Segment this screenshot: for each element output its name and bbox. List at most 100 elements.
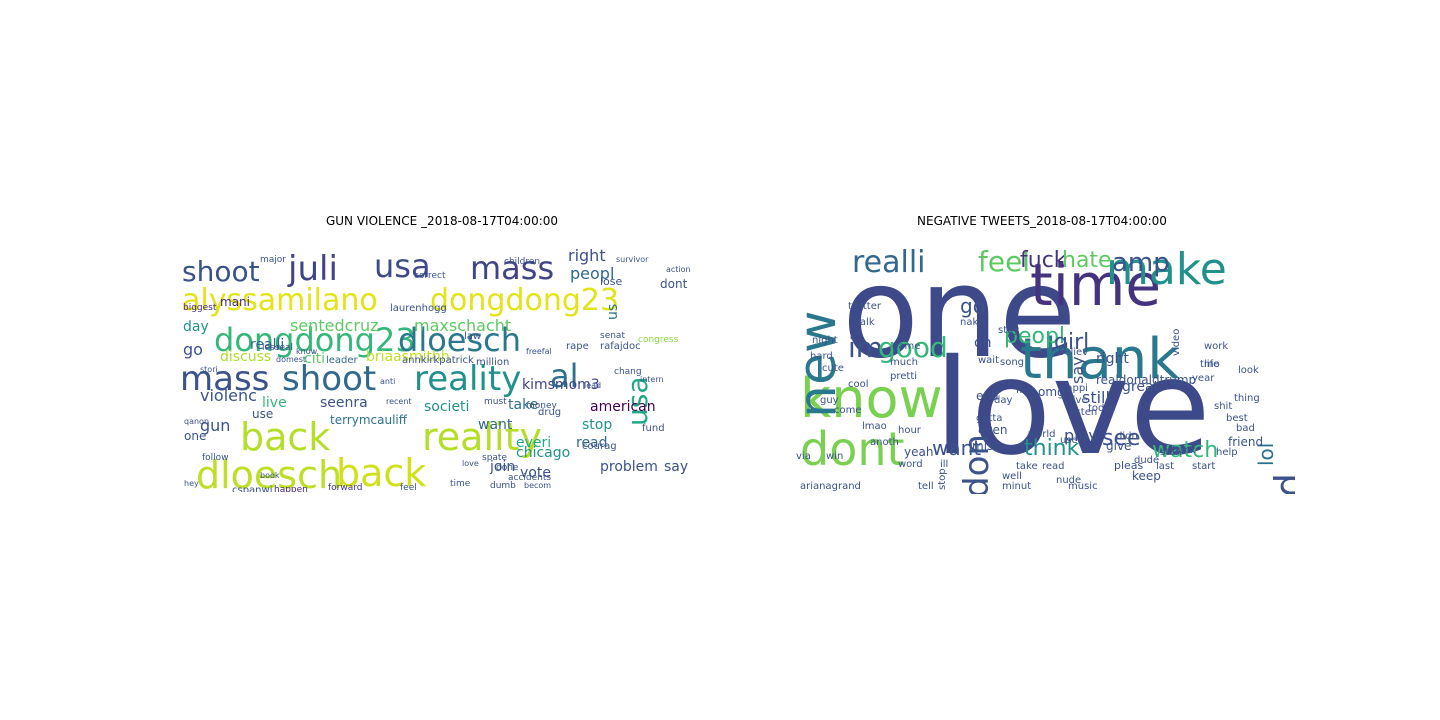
word-cloud-word: right	[568, 246, 606, 265]
word-cloud-word: realdonaldtrump	[1096, 373, 1197, 387]
word-cloud-word: recent	[386, 397, 412, 406]
word-cloud-word: join	[490, 459, 516, 475]
word-cloud-word: want	[932, 436, 982, 460]
word-cloud-word: realli	[250, 337, 285, 353]
word-cloud-word: dloesch	[398, 321, 522, 359]
word-cloud-word: anoth	[870, 437, 899, 448]
word-cloud-word: one	[842, 239, 1077, 386]
word-cloud-word: thing	[1234, 393, 1260, 404]
word-cloud-word: one	[184, 429, 207, 443]
word-cloud-word: didn	[1116, 431, 1138, 442]
word-cloud-word: follow	[202, 453, 229, 463]
word-cloud-word: come	[834, 405, 862, 416]
word-cloud-word: make	[1106, 244, 1227, 295]
word-cloud-word: believ	[1058, 347, 1089, 358]
word-cloud-word: twitter	[848, 301, 881, 312]
word-cloud-word: biggest	[183, 303, 217, 313]
word-cloud-word: best	[1226, 413, 1248, 424]
word-cloud-word: live	[1070, 395, 1088, 406]
word-cloud-word: time	[450, 479, 471, 489]
word-cloud-word: everi	[516, 435, 552, 451]
word-cloud-word: time	[1030, 251, 1162, 319]
word-cloud-word: say	[1068, 356, 1087, 384]
word-cloud-word: pleas	[1114, 459, 1144, 472]
word-cloud-word: watch	[1152, 438, 1219, 463]
word-cloud-word: problem	[600, 459, 658, 475]
word-cloud-word: day	[183, 319, 209, 335]
word-cloud-word: lose	[600, 275, 623, 288]
panel-title: GUN VIOLENCE _2018-08-17T04:00:00	[325, 214, 559, 228]
word-cloud-word: listen	[1070, 407, 1098, 418]
word-cloud-word: go	[960, 294, 985, 318]
word-cloud-word: lmao	[862, 421, 887, 432]
word-cloud-word: word	[898, 459, 923, 470]
word-cloud-word: kimsmom3	[522, 377, 600, 393]
word-cloud-word: dude	[1134, 455, 1160, 466]
word-cloud-word: dont	[660, 277, 688, 291]
word-cloud-word: briaasmithh	[366, 349, 450, 365]
word-cloud-word: chicago	[516, 445, 571, 461]
word-cloud-word: stop	[937, 468, 948, 490]
word-cloud-word: happen	[274, 485, 308, 493]
word-cloud-word: ill	[940, 459, 949, 470]
word-cloud-word: last	[1156, 461, 1175, 472]
word-cloud-word: look	[1238, 365, 1259, 376]
word-cloud-word: shoot	[182, 255, 260, 288]
word-cloud-word: hard	[810, 351, 833, 362]
word-cloud-word: game	[892, 341, 921, 352]
word-cloud-word: intern	[640, 375, 664, 384]
word-cloud-word: hate	[1062, 248, 1112, 273]
word-cloud-word: see	[1102, 426, 1141, 451]
word-cloud-word: right	[1096, 351, 1129, 367]
word-cloud-word: fund	[642, 423, 665, 434]
word-cloud-word: dongdong23	[214, 321, 416, 359]
word-cloud-word: leader	[326, 355, 358, 366]
word-cloud-word: today	[1088, 403, 1117, 414]
word-cloud-word: us	[605, 303, 621, 320]
word-cloud-word: thank	[1020, 327, 1180, 392]
word-cloud-word: law	[464, 331, 482, 342]
word-cloud-word: peopl	[1004, 324, 1066, 349]
word-cloud-word: video	[1171, 328, 1182, 356]
word-cloud-word: al	[550, 357, 579, 395]
word-cloud: alyssamilano dongdong23 dongdong23 dloesch m…	[180, 232, 705, 492]
word-cloud-word: done	[496, 463, 519, 473]
word-cloud-word: nake	[960, 317, 985, 328]
word-cloud-word: know	[296, 347, 318, 356]
word-cloud-word: go	[183, 340, 203, 359]
word-cloud-word: dongdong23	[430, 283, 620, 318]
word-cloud-word: want	[478, 417, 513, 433]
word-cloud-word: cute	[822, 363, 844, 374]
word-cloud-word: domest	[276, 355, 306, 364]
word-cloud-word: tell	[918, 481, 934, 492]
word-cloud: one love time thank know dont new make realli fee…	[790, 230, 1295, 494]
word-cloud-word: song	[1000, 357, 1025, 368]
word-cloud-word: seenra	[320, 395, 368, 411]
word-cloud-word: american	[590, 399, 656, 415]
word-cloud-word: spate	[482, 453, 507, 463]
word-cloud-word: survivor	[616, 255, 649, 264]
word-cloud-word: gotta	[976, 413, 1003, 424]
word-cloud-word: know	[800, 367, 943, 430]
word-cloud-word: cool	[848, 379, 869, 390]
word-cloud-word: miss	[972, 439, 1000, 453]
word-cloud-word: million	[476, 357, 510, 368]
word-cloud-word: read	[576, 435, 608, 451]
word-cloud-word: free	[1016, 385, 1036, 396]
wordcloud-panel-gun-violence: GUN VIOLENCE _2018-08-17T04:00:00 alyssa…	[180, 214, 705, 492]
word-cloud-word: talk	[856, 317, 875, 328]
word-cloud-word: amp	[1112, 248, 1170, 278]
word-cloud-word: live	[262, 395, 287, 411]
word-cloud-word: world	[1028, 429, 1056, 440]
word-cloud-word: reality	[422, 415, 542, 459]
word-cloud-word: life	[1204, 359, 1220, 370]
word-cloud-word: back	[240, 415, 331, 459]
word-cloud-word: book	[260, 471, 280, 480]
word-cloud-word: wait	[978, 355, 1000, 366]
word-cloud-word: money	[526, 401, 557, 411]
word-cloud-word: dumb	[490, 481, 516, 491]
word-cloud-word: work	[1204, 341, 1229, 352]
word-cloud-word: courag	[582, 441, 617, 452]
word-cloud-word: fuck	[1020, 248, 1067, 273]
word-cloud-word: children	[504, 257, 541, 267]
